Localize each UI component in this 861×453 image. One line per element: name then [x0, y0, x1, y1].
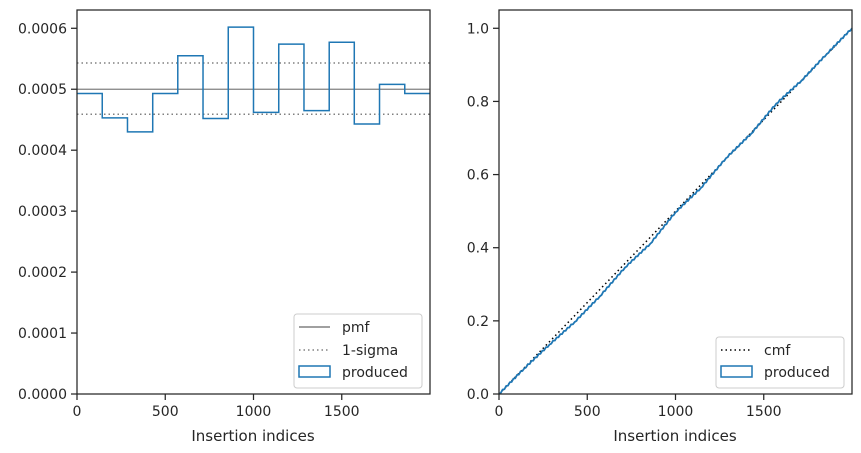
produced-cumulative-line: [498, 27, 853, 395]
cmf-series: [498, 27, 853, 395]
legend-left: pmf 1-sigma produced: [293, 313, 423, 389]
y-tick-label: 0.0002: [18, 265, 67, 281]
y-tick-label: 0.0001: [18, 326, 67, 342]
x-ticks-right: 0 500 1000 1500: [495, 394, 782, 420]
produced-series: [77, 26, 430, 133]
histogram-bin: [354, 123, 379, 125]
x-axis-label-left: Insertion indices: [191, 427, 314, 445]
histogram-bin: [304, 110, 329, 112]
y-ticks-right: 0.0 0.2 0.4 0.6 0.8 1.0: [467, 21, 499, 403]
legend-right: cmf produced: [715, 336, 845, 389]
y-tick-label: 0.0004: [18, 143, 67, 159]
y-tick-label: 0.8: [467, 94, 489, 110]
x-tick-label: 500: [152, 404, 179, 420]
histogram-bin: [77, 93, 102, 95]
legend-produced-label: produced: [342, 365, 408, 381]
histogram-bin: [380, 83, 405, 85]
legend-cmf-label: cmf: [764, 343, 791, 359]
plot-area-right: [499, 10, 852, 394]
x-axis-label-right: Insertion indices: [613, 427, 736, 445]
legend-pmf-label: pmf: [342, 320, 371, 336]
legend-sigma-label: 1-sigma: [342, 343, 398, 359]
x-tick-label: 1500: [746, 404, 782, 420]
y-tick-label: 0.4: [467, 241, 489, 257]
histogram-bin: [228, 26, 253, 28]
cmf-panel: 0 500 1000 1500 0.0 0.2 0.4 0.6 0.8 1.0 Insertio…: [467, 9, 853, 445]
x-tick-label: 500: [574, 404, 601, 420]
x-tick-label: 1000: [236, 404, 272, 420]
y-tick-label: 1.0: [467, 21, 489, 37]
x-tick-label: 0: [495, 404, 504, 420]
y-tick-label: 0.0005: [18, 82, 67, 98]
x-tick-label: 1000: [658, 404, 694, 420]
y-ticks-left: 0.0000 0.0001 0.0002 0.0003 0.0004 0.0005 0.00…: [18, 21, 77, 403]
histogram-bin: [153, 93, 178, 95]
legend-produced-swatch: [298, 365, 331, 378]
y-tick-label: 0.6: [467, 168, 489, 184]
histogram-bin: [405, 93, 430, 95]
pmf-histogram-panel: 0 500 1000 1500 0.00000.00010.00020.00030.0…: [18, 9, 431, 445]
y-tick-label: 0.0003: [18, 204, 67, 220]
produced-step-line: [77, 26, 430, 133]
y-tick-label: 0.0000: [18, 387, 67, 403]
histogram-bin: [329, 41, 354, 43]
histogram-bin: [178, 55, 203, 57]
legend-produced-label: produced: [764, 365, 830, 381]
legend-frame: [293, 313, 423, 389]
y-tick-label: 0.2: [467, 314, 489, 330]
y-tick-label: 0.0: [467, 387, 489, 403]
histogram-bin: [127, 131, 152, 133]
y-tick-label: 0.0006: [18, 21, 67, 37]
x-tick-label: 1500: [324, 404, 360, 420]
legend-produced-swatch: [720, 365, 753, 378]
histogram-bin: [279, 43, 304, 45]
histogram-bin: [203, 117, 228, 119]
histogram-bin: [102, 117, 127, 119]
x-ticks-left: 0 500 1000 1500: [73, 394, 360, 420]
x-tick-label: 0: [73, 404, 82, 420]
histogram-bin: [254, 111, 279, 113]
